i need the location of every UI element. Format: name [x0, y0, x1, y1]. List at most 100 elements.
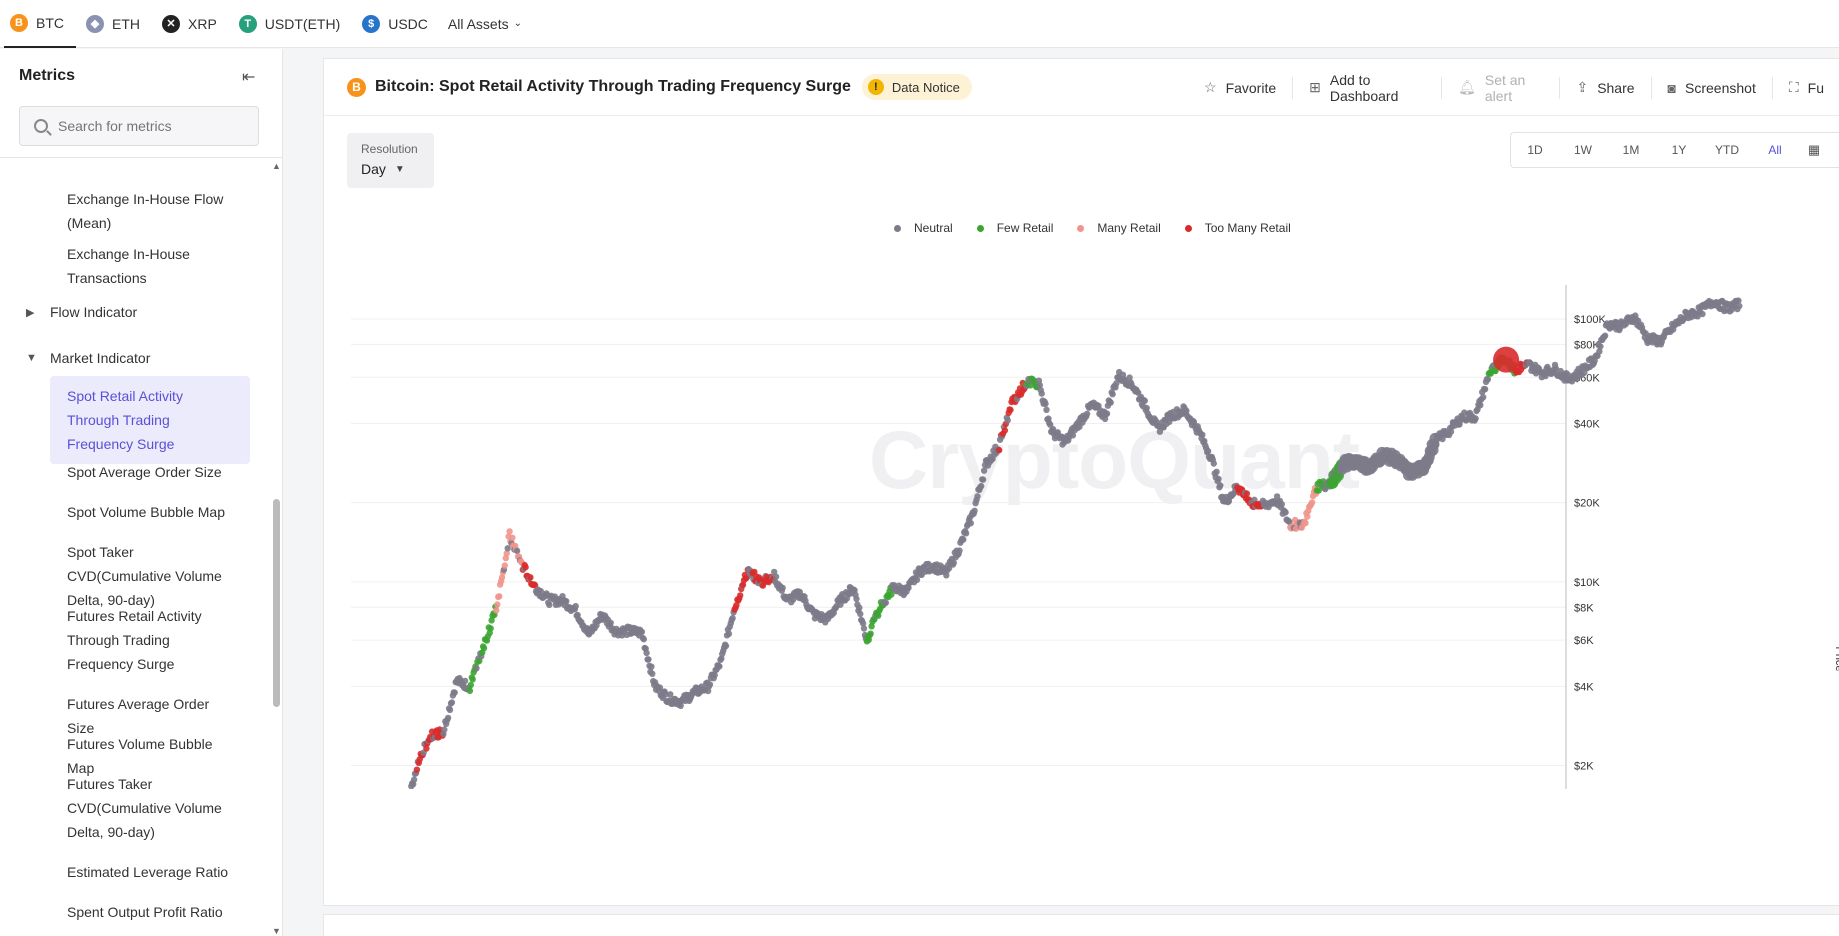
asset-tab-usdc[interactable]: $ USDC — [356, 0, 440, 48]
group-market-indicator[interactable]: ▼ Market Indicator — [26, 350, 150, 366]
set-an-alert-button[interactable]: 🔔︎ Set an alert — [1441, 72, 1559, 104]
asset-tab-usdt-eth[interactable]: T USDT(ETH) — [233, 0, 352, 48]
sidebar-item-spent-output-profit-ratio[interactable]: Spent Output Profit Ratio — [67, 904, 223, 920]
y-tick-label: $10K — [1574, 577, 1600, 589]
sidebar-item-futures-average-order-size[interactable]: Futures Average Order Size — [67, 696, 210, 736]
data-point — [1199, 431, 1206, 438]
metrics-search[interactable] — [19, 106, 259, 146]
sidebar-item-spot-volume-bubble-map[interactable]: Spot Volume Bubble Map — [67, 504, 225, 520]
sidebar-item-futures-volume-bubble-map[interactable]: Futures Volume Bubble Map — [67, 736, 213, 776]
sidebar-item-spot-taker-cvd[interactable]: Spot Taker CVD(Cumulative Volume Delta, … — [67, 544, 222, 608]
group-flow-indicator[interactable]: ▶ Flow Indicator — [26, 304, 137, 320]
data-point — [546, 601, 553, 609]
data-point — [1049, 426, 1057, 433]
data-point — [501, 562, 508, 569]
data-point — [1308, 499, 1316, 506]
data-point — [444, 714, 452, 722]
data-point — [1286, 518, 1293, 526]
data-point — [645, 656, 652, 663]
sidebar-item-spot-retail-activity[interactable]: Spot Retail Activity Through Trading Fre… — [50, 376, 250, 464]
sidebar-item-futures-retail-activity[interactable]: Futures Retail Activity Through Trading … — [67, 608, 202, 672]
y-tick-label: $4K — [1574, 681, 1594, 693]
add-to-dashboard-button[interactable]: ⊞ Add to Dashboard — [1292, 72, 1441, 104]
fullscreen-icon: ⛶ — [1788, 79, 1799, 95]
data-point — [1596, 348, 1603, 355]
screenshot-button[interactable]: ◙ Screenshot — [1650, 76, 1772, 99]
data-point — [1439, 435, 1446, 443]
legend-dot — [894, 224, 901, 232]
sidebar-item-estimated-leverage-ratio[interactable]: Estimated Leverage Ratio — [67, 864, 229, 880]
data-point — [943, 572, 950, 579]
collapse-sidebar-icon[interactable]: ⇤ — [242, 69, 256, 86]
scroll-up-icon[interactable]: ▲ — [272, 161, 281, 171]
y-tick-label: $40K — [1574, 419, 1600, 431]
range-all[interactable]: All — [1768, 143, 1782, 157]
data-point — [473, 665, 480, 672]
data-point — [504, 545, 511, 552]
metrics-sidebar: Metrics ⇤ Exchange In-House Flow (Mean) … — [0, 49, 283, 936]
data-point — [537, 587, 544, 595]
data-point — [867, 630, 874, 637]
data-point — [1477, 402, 1484, 409]
data-point — [978, 482, 985, 490]
data-point — [1480, 394, 1487, 401]
data-point — [448, 699, 456, 706]
range-1w[interactable]: 1W — [1574, 143, 1592, 157]
asset-tab-btc[interactable]: B BTC — [4, 0, 76, 48]
range-1y[interactable]: 1Y — [1671, 143, 1687, 157]
data-point — [905, 584, 912, 591]
legend-label: Few Retail — [996, 221, 1054, 235]
action-label: Share — [1597, 79, 1635, 96]
range-selector: 1D 1W 1M 1Y YTD All ▦ — [1510, 132, 1839, 168]
usdc-icon: $ — [362, 14, 381, 33]
data-point — [1736, 302, 1743, 310]
asset-tab-eth[interactable]: ◆ ETH — [80, 0, 152, 48]
panel-header: B Bitcoin: Spot Retail Activity Through … — [324, 59, 1839, 116]
data-point — [1109, 391, 1116, 398]
calendar-icon[interactable]: ▦ — [1807, 142, 1821, 157]
sidebar-item-spot-average-order-size[interactable]: Spot Average Order Size — [67, 464, 222, 480]
legend-item-neutral[interactable]: Neutral — [894, 221, 953, 235]
data-point — [1107, 399, 1114, 406]
scrollbar-thumb[interactable] — [273, 499, 280, 707]
data-point — [498, 574, 506, 581]
action-label: Fu — [1807, 79, 1824, 96]
chart-legend: Neutral Few Retail Many Retail Too Many Ret… — [894, 221, 1315, 235]
resolution-select[interactable]: Resolution Day ▼ — [347, 133, 434, 188]
legend-dot — [1184, 224, 1192, 232]
asset-tab-xrp[interactable]: ✕ XRP — [156, 0, 229, 48]
data-point — [494, 601, 501, 608]
y-tick-label: $8K — [1574, 602, 1594, 614]
sidebar-item-exchange-in-house-flow-mean[interactable]: Exchange In-House Flow (Mean) — [67, 191, 224, 231]
data-notice-badge[interactable]: ! Data Notice — [861, 74, 972, 100]
favorite-button[interactable]: ☆ Favorite — [1188, 77, 1292, 99]
all-assets-dropdown[interactable]: All Assets ⌄ — [448, 16, 522, 32]
sidebar-scrollbar[interactable]: ▲ ▼ — [270, 159, 283, 936]
legend-item-too-many-retail[interactable]: Too Many Retail — [1184, 221, 1291, 235]
group-label: Flow Indicator — [50, 304, 138, 320]
legend-item-many-retail[interactable]: Many Retail — [1077, 221, 1161, 235]
data-point — [446, 706, 454, 714]
data-point — [974, 493, 981, 500]
sidebar-item-futures-taker-cvd[interactable]: Futures Taker CVD(Cumulative Volume Delt… — [67, 776, 222, 840]
y-tick-label: $80K — [1574, 339, 1600, 351]
data-point — [1004, 417, 1011, 424]
legend-dot — [976, 224, 984, 232]
data-point — [563, 598, 570, 605]
retail-bubble — [1493, 346, 1520, 373]
data-point — [1278, 501, 1285, 508]
y-tick-label: $6K — [1574, 635, 1594, 647]
metrics-list: Exchange In-House Flow (Mean) Exchange I… — [0, 159, 270, 936]
fu-button[interactable]: ⛶ Fu — [1771, 76, 1839, 99]
data-point — [1113, 380, 1120, 387]
range-1m[interactable]: 1M — [1622, 143, 1640, 157]
range-1d[interactable]: 1D — [1527, 143, 1543, 157]
share-button[interactable]: ⇪ Share — [1559, 76, 1650, 99]
data-point — [1699, 310, 1706, 318]
search-input[interactable] — [58, 118, 248, 134]
xrp-icon: ✕ — [162, 14, 180, 33]
scroll-down-icon[interactable]: ▼ — [272, 926, 281, 936]
legend-item-few-retail[interactable]: Few Retail — [976, 221, 1054, 235]
range-ytd[interactable]: YTD — [1715, 143, 1739, 157]
sidebar-item-exchange-in-house-transactions[interactable]: Exchange In-House Transactions — [67, 246, 190, 286]
